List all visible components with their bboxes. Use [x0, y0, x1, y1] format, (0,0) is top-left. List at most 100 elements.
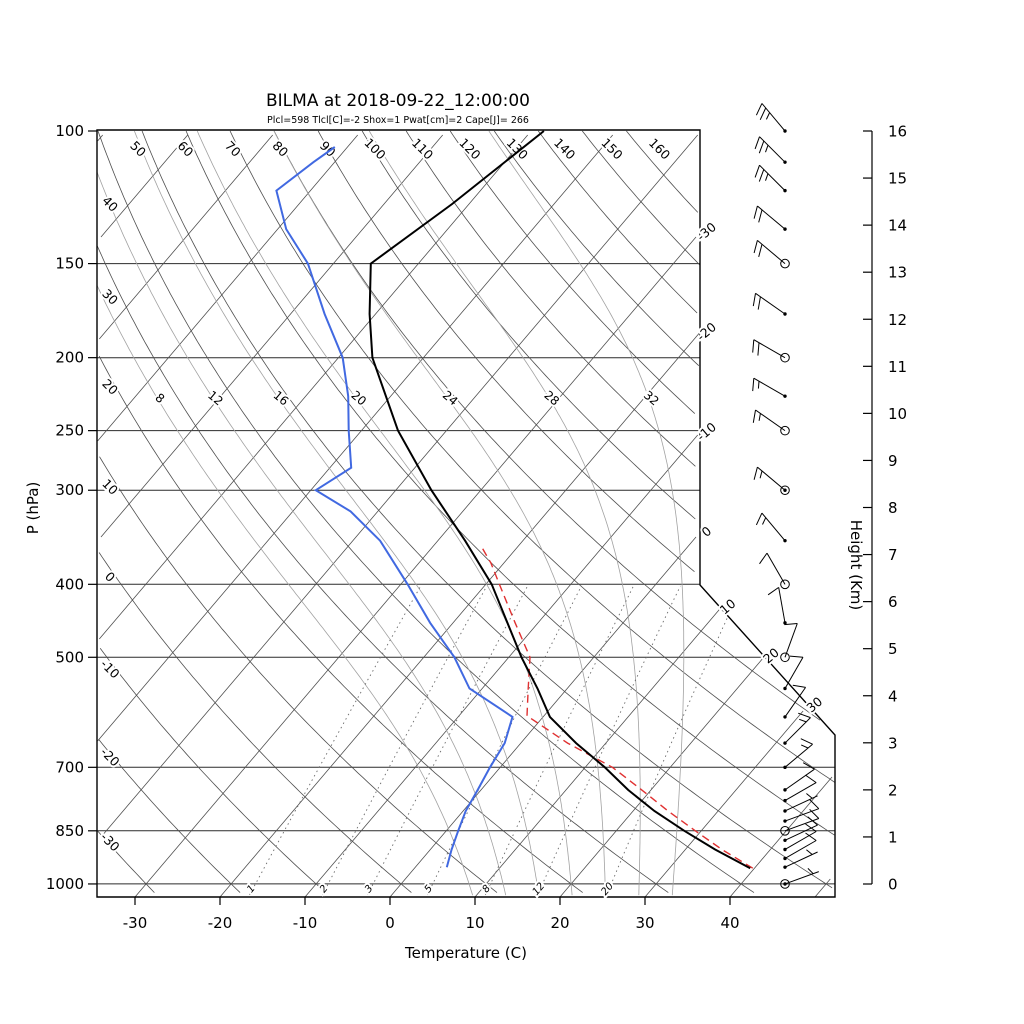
isotherm	[100, 134, 189, 238]
height-tick-label: 14	[888, 217, 907, 235]
station-circle	[780, 579, 790, 590]
isotherm-right-label: -10	[694, 419, 719, 444]
barb-staff	[755, 409, 786, 432]
barb-feather	[758, 169, 765, 182]
barb-staff	[784, 818, 819, 832]
isotherm	[97, 134, 359, 442]
station-circle	[780, 652, 790, 663]
barb-staff	[759, 164, 786, 191]
dry-adiabat-left-label: -20	[98, 744, 123, 769]
barb-feather	[758, 140, 765, 154]
mixing-ratio-line	[484, 585, 634, 896]
height-tick-label: 16	[888, 123, 907, 141]
dry-adiabat-left-label: 10	[99, 476, 121, 498]
wind-barb	[783, 684, 807, 719]
pressure-tick-label: 500	[55, 648, 84, 666]
isotherm	[100, 134, 444, 538]
station-circle	[780, 826, 790, 836]
barb-staff	[761, 512, 786, 541]
dry-adiabat	[185, 130, 835, 836]
pressure-tick-label: 100	[55, 122, 84, 140]
height-tick-label: 4	[888, 687, 898, 705]
wind-barb	[755, 512, 787, 543]
barb-feather	[753, 466, 758, 480]
barb-feather	[784, 623, 798, 626]
barb-feather	[805, 832, 817, 841]
pressure-tick-label: 200	[55, 349, 84, 367]
isotherm	[559, 656, 765, 898]
pressure-tick-label: 250	[55, 422, 84, 440]
mixing-ratio-line	[249, 585, 422, 896]
height-tick-label: 15	[888, 170, 907, 188]
dry-adiabat-left-label: 20	[99, 376, 121, 398]
wind-barb	[783, 799, 820, 823]
barb-feather	[757, 296, 761, 310]
chart-subtitle: Plcl=598 Tlcl[C]=-2 Shox=1 Pwat[cm]=2 Ca…	[267, 115, 529, 126]
barb-staff	[784, 851, 818, 868]
moist-adiabat	[488, 130, 685, 896]
dry-adiabat	[98, 355, 583, 893]
wind-barb	[754, 164, 787, 193]
pressure-tick-label: 400	[55, 575, 84, 593]
isotherm-lines	[97, 134, 833, 898]
dry-adiabat	[99, 456, 498, 893]
pressure-tick-label: 300	[55, 481, 84, 499]
barb-staff	[784, 808, 819, 822]
wind-barb	[783, 762, 815, 792]
pressure-gridlines	[97, 263, 835, 885]
barb-staff	[757, 240, 786, 264]
pressure-tick-label: 1000	[46, 875, 84, 893]
pressure-axis: P (hPa) 100 150 200 250 300 400 500 700 850 1000	[24, 122, 97, 893]
moist-adiabat-label: 24	[440, 388, 461, 409]
wind-barb	[759, 552, 790, 590]
barb-feather	[805, 774, 817, 784]
barb-feather	[767, 586, 779, 596]
barb-feather	[755, 512, 763, 526]
barb-feather	[809, 799, 820, 810]
dry-adiabat	[537, 130, 698, 314]
barb-feather	[758, 209, 763, 223]
temperature-tick-label: 20	[550, 914, 569, 932]
barb-feather	[759, 470, 763, 479]
barb-staff	[784, 743, 813, 768]
mixing-ratio-label: 8	[480, 883, 493, 895]
dry-adiabat-top-label: 100	[361, 135, 389, 163]
dry-adiabat-left-label: -10	[98, 656, 123, 681]
barb-feather	[752, 378, 755, 392]
wind-barb	[780, 868, 819, 889]
dry-adiabat	[96, 245, 669, 893]
barb-staff	[766, 552, 786, 585]
wind-barb	[783, 832, 817, 861]
station-circle	[780, 879, 790, 889]
barb-staff	[784, 840, 817, 859]
barb-feather	[800, 738, 813, 745]
barb-feather	[753, 240, 758, 254]
barb-staff	[761, 103, 786, 132]
moist-adiabat	[134, 130, 540, 896]
mixing-ratio-line	[606, 616, 729, 896]
barb-feather	[758, 244, 763, 258]
moist-adiabat-label: 32	[641, 388, 662, 409]
barb-feather	[755, 103, 763, 116]
barb-feather	[789, 655, 804, 658]
dry-adiabat	[98, 552, 412, 893]
dry-adiabat	[581, 130, 701, 266]
wind-barb	[783, 774, 817, 803]
wind-barb	[752, 409, 790, 436]
moist-adiabat	[273, 130, 606, 896]
moist-adiabat-lines	[96, 130, 685, 896]
dry-adiabat-top-label: 120	[456, 135, 484, 163]
dry-adiabat	[99, 648, 326, 893]
dry-adiabat	[98, 739, 241, 893]
dry-adiabat-top-label: 160	[646, 135, 674, 163]
temperature-tick-label: -10	[293, 914, 318, 932]
barb-feather	[799, 718, 807, 723]
height-tick-label: 2	[888, 781, 898, 799]
isotherm	[134, 236, 697, 898]
temperature-axis: Temperature (C) -30 -20 -10 0 10 20 30 40	[123, 897, 740, 962]
barb-feather	[806, 793, 813, 799]
dry-adiabat	[97, 130, 755, 893]
wind-barb	[783, 655, 804, 691]
height-tick-label: 3	[888, 734, 898, 752]
